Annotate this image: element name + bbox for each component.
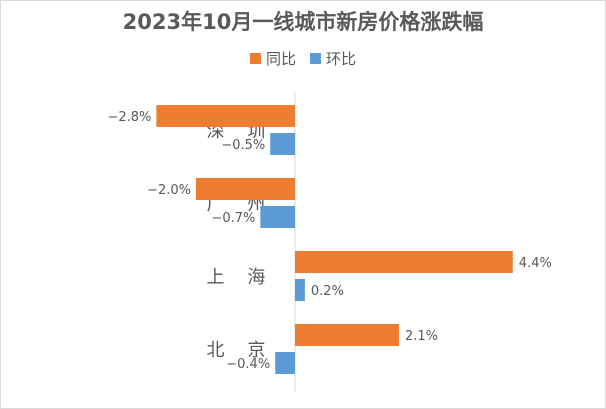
bar-mom — [260, 206, 295, 228]
bar-mom — [275, 352, 295, 374]
data-label: −2.0% — [147, 183, 191, 198]
legend-swatch-mom — [310, 53, 321, 64]
legend-swatch-yoy — [249, 53, 261, 64]
category-label: 北 京 — [207, 340, 266, 361]
bar-yoy — [295, 251, 513, 273]
bar-mom — [270, 133, 295, 155]
data-label: −2.8% — [107, 110, 151, 125]
data-label: 2.1% — [405, 329, 438, 344]
legend-item-yoy: 同比 — [249, 48, 296, 69]
data-label: −0.5% — [221, 138, 265, 153]
bar-yoy — [196, 178, 295, 200]
legend-item-mom: 环比 — [310, 48, 356, 69]
data-label: −0.7% — [211, 211, 255, 226]
data-label: 4.4% — [519, 256, 552, 271]
chart-legend: 同比 环比 — [0, 48, 606, 69]
data-label: −0.4% — [226, 357, 270, 372]
legend-label-yoy: 同比 — [265, 50, 296, 68]
data-label: 0.2% — [311, 284, 344, 299]
category-label: 上 海 — [207, 267, 266, 288]
bar-yoy — [295, 324, 399, 346]
bar-yoy — [156, 105, 295, 127]
bar-mom — [295, 279, 305, 301]
chart-title: 2023年10月一线城市新房价格涨跌幅 — [122, 10, 484, 34]
legend-label-mom: 环比 — [326, 50, 357, 68]
